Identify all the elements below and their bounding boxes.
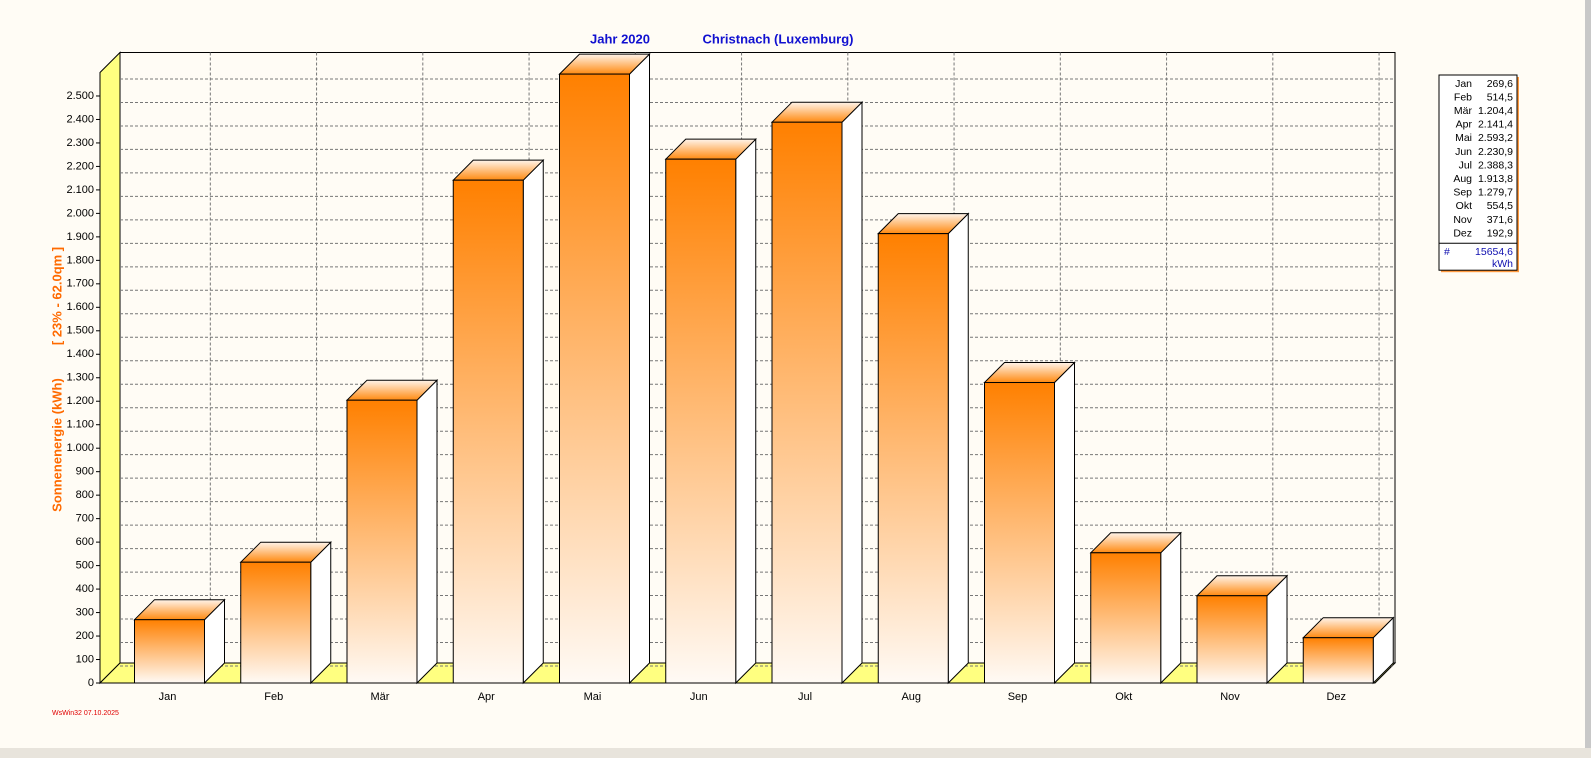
- legend-value: 192,9: [1487, 227, 1513, 239]
- x-tick-label: Aug: [901, 691, 921, 703]
- y-tick-label: 1.300: [66, 372, 94, 384]
- bar-side: [1054, 361, 1075, 685]
- legend-value: 554,5: [1487, 200, 1513, 212]
- y-tick-label: 900: [76, 466, 94, 478]
- y-tick-label: 2.400: [66, 113, 94, 125]
- legend-value: 514,5: [1487, 91, 1513, 103]
- y-tick-label: 300: [76, 606, 94, 618]
- y-tick-label: 1.800: [66, 254, 94, 266]
- legend-value: 1.913,8: [1478, 173, 1513, 185]
- chart-title: Jahr 2020: [590, 31, 650, 46]
- legend-value: 1.279,7: [1478, 187, 1513, 199]
- y-tick-label: 800: [76, 489, 94, 501]
- footer: WsWin32 07.10.2025: [52, 710, 119, 717]
- y-tick-label: 2.300: [66, 137, 94, 149]
- bar: [134, 619, 205, 684]
- y-tick-label: 2.100: [66, 184, 94, 196]
- bar-side: [947, 212, 969, 685]
- y-tick-label: 600: [76, 536, 94, 548]
- bar: [452, 179, 524, 684]
- legend-month: Jan: [1455, 78, 1472, 90]
- legend-value: 269,6: [1487, 78, 1513, 90]
- y-tick-label: 1.100: [66, 419, 94, 431]
- y-tick-label: 1.400: [66, 348, 94, 360]
- y-tick-label: 400: [76, 583, 94, 595]
- y-axis-label: Sonnenenergie (kWh): [49, 378, 64, 512]
- legend-value: 2.593,2: [1478, 132, 1513, 144]
- y-tick-label: 1.200: [66, 395, 94, 407]
- x-tick-label: Sep: [1008, 691, 1028, 703]
- bar: [877, 233, 949, 684]
- legend-month: Jul: [1459, 159, 1472, 171]
- bar-side: [522, 158, 544, 685]
- y-tick-label: 1.900: [66, 231, 94, 243]
- legend-unit: kWh: [1492, 258, 1513, 270]
- y-tick-label: 2.000: [66, 207, 94, 219]
- bar: [346, 399, 418, 684]
- legend-symbol: #: [1444, 246, 1450, 258]
- legend-value: 2.388,3: [1478, 159, 1513, 171]
- bar: [1302, 637, 1374, 684]
- y-axis-note: [ 23% - 62.0qm ]: [49, 247, 64, 345]
- legend-month: Aug: [1453, 173, 1472, 185]
- y-tick-label: 1.600: [66, 301, 94, 313]
- legend-box: [1438, 74, 1518, 271]
- legend-month: Nov: [1453, 214, 1472, 226]
- bar: [665, 158, 737, 684]
- y-tick-label: 700: [76, 513, 94, 525]
- legend-month: Mai: [1455, 132, 1472, 144]
- x-tick-label: Mai: [584, 691, 602, 703]
- legend-month: Dez: [1453, 227, 1472, 239]
- y-tick-label: 200: [76, 630, 94, 642]
- bar: [771, 121, 843, 684]
- x-tick-label: Jul: [798, 691, 812, 703]
- plot-area: 0 100 200 300 400 500 600 700 800 900 1.000 1.100 1.…: [66, 51, 1397, 703]
- bar-side: [1160, 531, 1182, 685]
- y-tick-label: 500: [76, 560, 94, 572]
- back-wall: [119, 52, 1396, 664]
- legend-value: 1.204,4: [1478, 105, 1513, 117]
- x-tick-label: Okt: [1115, 691, 1132, 703]
- bar: [559, 73, 630, 684]
- legend-value: 371,6: [1487, 214, 1513, 226]
- x-tick-label: Jun: [690, 691, 708, 703]
- legend-month: Sep: [1453, 187, 1472, 199]
- x-tick-label: Feb: [264, 691, 283, 703]
- bar: [240, 561, 312, 684]
- legend-total: 15654,6: [1475, 246, 1513, 258]
- legend-month: Mär: [1454, 105, 1473, 117]
- bar: [1090, 552, 1162, 684]
- bar-side: [629, 52, 650, 685]
- legend-value: 2.141,4: [1478, 119, 1513, 131]
- y-tick-label: 1.700: [66, 278, 94, 290]
- x-tick-label: Apr: [478, 691, 495, 703]
- y-tick-label: 1.500: [66, 325, 94, 337]
- y-tick-label: 100: [76, 653, 94, 665]
- y-tick-label: 2.500: [66, 90, 94, 102]
- window-edge: [1585, 0, 1591, 758]
- x-tick-label: Jan: [159, 691, 177, 703]
- legend: Jan 269,6 Feb 514,5 Mär 1.204,4 Apr 2.141,4 Mai 2…: [1438, 74, 1519, 273]
- bar-side: [310, 540, 332, 685]
- legend-month: Okt: [1456, 200, 1472, 212]
- y-tick-label: 2.200: [66, 160, 94, 172]
- legend-month: Apr: [1456, 119, 1473, 131]
- bar: [1196, 595, 1268, 684]
- bar-side: [416, 378, 438, 685]
- bar-side: [735, 137, 757, 685]
- y-tick-label: 0: [88, 677, 94, 689]
- legend-month: Feb: [1454, 91, 1472, 103]
- x-tick-label: Mär: [371, 691, 390, 703]
- x-tick-label: Dez: [1326, 691, 1346, 703]
- legend-month: Jun: [1455, 146, 1472, 158]
- chart-subtitle: Christnach (Luxemburg): [703, 31, 854, 46]
- legend-value: 2.230,9: [1478, 146, 1513, 158]
- bar: [984, 382, 1055, 684]
- bar-side: [841, 101, 863, 685]
- x-tick-label: Nov: [1220, 691, 1240, 703]
- window-edge: [0, 748, 1591, 758]
- left-wall: [99, 51, 121, 685]
- y-tick-label: 1.000: [66, 442, 94, 454]
